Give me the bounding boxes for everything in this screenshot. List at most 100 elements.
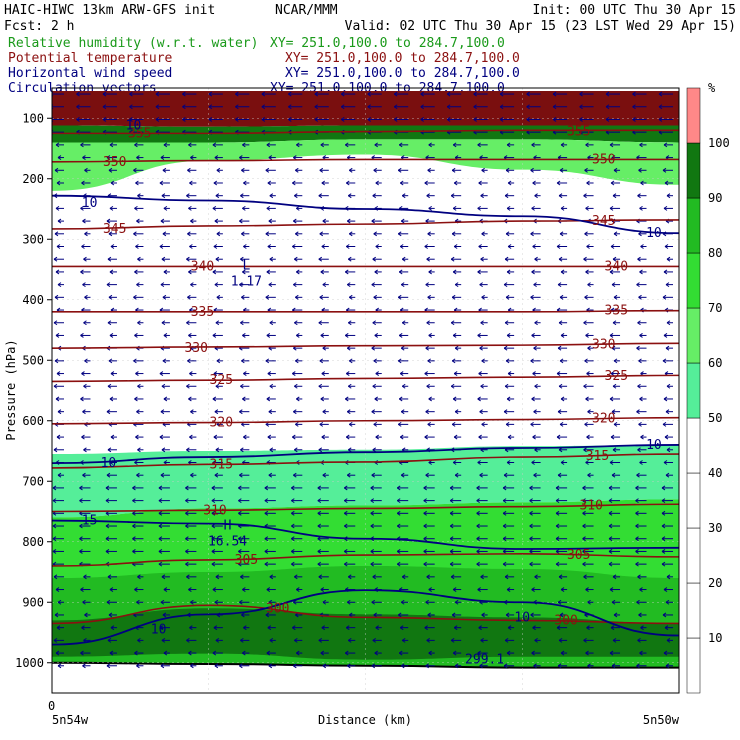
wind-vector-head	[367, 117, 372, 122]
wind-vector-head	[582, 485, 586, 491]
wind-vector-head	[560, 269, 565, 275]
wind-vector-head	[635, 561, 639, 567]
colorbar-tick-label: 90	[708, 191, 722, 205]
wind-vector-head	[242, 650, 246, 656]
wind-vector-head	[556, 625, 561, 631]
wind-vector-head	[612, 637, 617, 643]
wind-vector-head	[187, 231, 191, 237]
wind-vector-head	[557, 472, 562, 478]
wind-vector-head	[637, 447, 641, 453]
wind-vector-head	[396, 549, 401, 554]
wind-vector-head	[238, 498, 242, 504]
colorbar-segment	[686, 197, 701, 254]
wind-vector-head	[132, 510, 136, 516]
wind-vector-head	[372, 193, 377, 199]
wind-vector-head	[268, 472, 273, 478]
wind-vector-head	[397, 421, 402, 427]
wind-vector-head	[129, 117, 133, 122]
wind-vector-head	[216, 358, 221, 364]
wind-vector-head	[427, 612, 431, 618]
wind-vector-head	[611, 345, 616, 351]
wind-vector-head	[266, 333, 271, 338]
wind-vector-head	[211, 510, 216, 516]
wind-vector-head	[449, 510, 454, 516]
colorbar-segment	[686, 472, 701, 529]
wind-vector-head	[266, 205, 271, 211]
wind-vector-head	[375, 625, 380, 631]
wind-vector-head	[318, 193, 323, 199]
wind-vector-head	[586, 371, 590, 376]
wind-vector-head	[317, 549, 322, 554]
wind-vector-head	[346, 599, 351, 605]
wind-vector-head	[559, 612, 564, 618]
wind-vector-head	[158, 536, 163, 542]
wind-vector-head	[661, 498, 666, 504]
wind-vector-head	[478, 180, 482, 186]
wind-vector-head	[557, 409, 562, 415]
theta-label: 345	[103, 222, 126, 237]
wind-vector-head	[423, 561, 427, 567]
wind-vector-head	[424, 244, 428, 249]
theta-label: 335	[605, 304, 628, 319]
wind-vector-head	[57, 663, 62, 669]
wind-vector-head	[109, 142, 114, 148]
wind-vector-head	[371, 472, 376, 478]
wind-contour	[52, 194, 679, 235]
wind-vector-head	[367, 91, 372, 97]
humidity-region	[52, 139, 679, 191]
wind-vector-head	[610, 244, 615, 249]
wind-vector-head	[291, 561, 295, 567]
wind-vector-head	[295, 421, 299, 427]
wind-vector-head	[613, 231, 618, 237]
wind-vector-head	[473, 104, 477, 110]
colorbar-segment	[686, 252, 701, 309]
colorbar-tick-label: 70	[708, 301, 722, 315]
wind-vector-head	[502, 536, 507, 542]
wind-vector-head	[190, 155, 194, 160]
wind-vector-head	[55, 650, 60, 656]
wind-vector-head	[163, 396, 168, 402]
wind-vector-head	[505, 167, 510, 173]
wind-vector-head	[531, 269, 535, 275]
wind-vector-head	[504, 383, 509, 389]
wind-vector-head	[583, 193, 587, 199]
wind-vector-head	[397, 231, 402, 237]
wind-vector-head	[134, 396, 138, 402]
wind-vector-head	[320, 333, 325, 338]
wind-vector-head	[479, 345, 483, 351]
wind-vector-head	[477, 333, 481, 338]
wind-vector-head	[57, 599, 62, 605]
wind-vector-head	[317, 485, 322, 491]
wind-vector-head	[452, 460, 457, 465]
wind-vector-head	[321, 625, 326, 631]
wind-vector-head	[552, 117, 557, 122]
wind-vector-head	[319, 167, 324, 173]
wind-vector-head	[161, 637, 166, 643]
wind-vector-head	[663, 460, 668, 465]
wind-vector-head	[267, 371, 272, 376]
wind-vector-head	[288, 104, 292, 110]
wind-vector-head	[396, 485, 401, 491]
wind-vector-head	[52, 549, 57, 554]
wind-vector-head	[637, 574, 641, 580]
wind-vector-head	[318, 256, 323, 262]
wind-vector-head	[609, 650, 614, 656]
wind-vector-head	[240, 256, 244, 262]
wind-vector-head	[240, 637, 244, 643]
wind-vector-head	[268, 282, 273, 288]
wind-vector-head	[53, 637, 58, 643]
wind-vector-head	[661, 485, 666, 491]
wind-vector-head	[264, 485, 269, 491]
wind-vector-head	[534, 637, 538, 643]
wind-vector-head	[529, 523, 533, 529]
wind-vector-head	[427, 421, 431, 427]
wind-vector-head	[583, 383, 587, 389]
wind-vector-head	[585, 333, 589, 338]
wind-vector-head	[83, 256, 87, 262]
colorbar-tick-label: 100	[708, 136, 730, 150]
wind-vector-head	[321, 244, 326, 249]
wind-vector-head	[502, 498, 507, 504]
wind-vector-head	[106, 663, 111, 669]
wind-vector-head	[586, 180, 590, 186]
wind-vector-head	[609, 396, 614, 402]
